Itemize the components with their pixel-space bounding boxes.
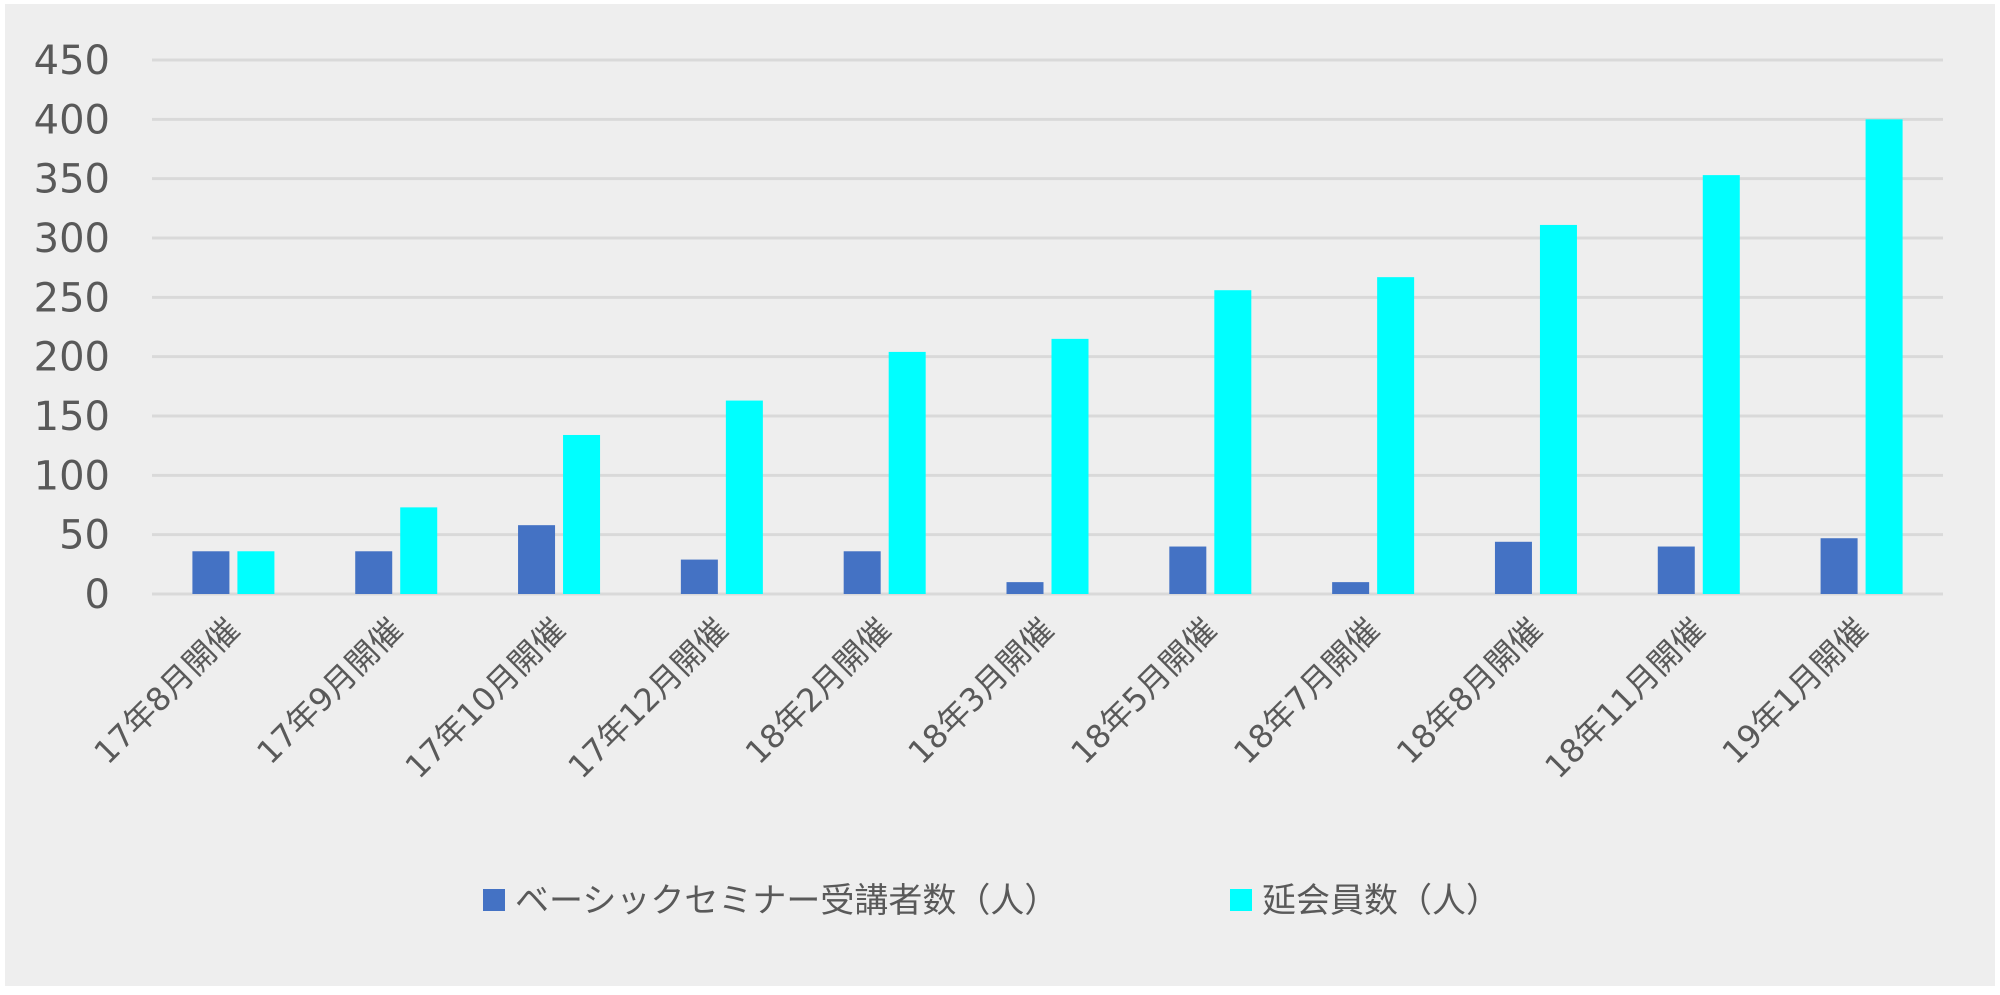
legend-swatch-2 [1230,889,1252,911]
bar-series2-2 [563,434,601,594]
y-tick-label: 250 [34,275,110,321]
x-tick-label: 17年10月開催 [398,611,573,786]
y-tick-label: 100 [34,453,110,499]
bar-series1-9 [1657,546,1695,594]
x-tick-label: 18年5月開催 [1063,611,1224,772]
bar-series1-8 [1494,541,1532,594]
x-tick-label: 18年11月開催 [1537,611,1712,786]
legend-label-1: ベーシックセミナー受講者数（人） [515,881,1058,921]
legend-swatch-1 [483,889,505,911]
legend-label-2: 延会員数（人） [1262,881,1500,921]
bar-series2-8 [1539,224,1577,595]
y-tick-label: 200 [34,335,110,381]
bar-series1-6 [1169,546,1207,594]
y-tick-label: 50 [59,513,110,559]
x-tick-label: 17年8月開催 [86,611,247,772]
bar-series2-7 [1377,277,1415,594]
bar-series1-7 [1332,582,1370,594]
y-tick-label: 300 [34,216,110,262]
x-tick-label: 19年1月開催 [1715,611,1876,772]
bar-series1-10 [1820,538,1858,594]
y-tick-label: 400 [34,97,110,143]
bar-series1-4 [843,551,881,594]
bar-series2-3 [725,400,763,594]
bar-series1-5 [1006,582,1044,594]
bar-series2-10 [1865,119,1903,594]
bar-series1-1 [355,551,393,594]
bar-series2-9 [1702,175,1740,594]
y-axis-tick-labels: 0 50 100 150 200 250 300 350 400 450 [34,38,110,618]
bar-series2-5 [1051,338,1089,594]
x-tick-label: 17年12月開催 [561,611,736,786]
x-tick-label: 18年3月開催 [901,611,1062,772]
bar-series2-1 [400,507,438,594]
y-tick-label: 450 [34,38,110,84]
x-tick-label: 18年2月開催 [738,611,899,772]
x-tick-label: 18年7月開催 [1226,611,1387,772]
x-tick-label: 18年8月開催 [1389,611,1550,772]
bar-series1-0 [192,551,230,594]
legend: ベーシックセミナー受講者数（人） 延会員数（人） [483,881,1500,921]
x-tick-label: 17年9月開催 [249,611,410,772]
bar-series1-3 [680,559,718,594]
bars [192,119,1903,595]
bar-series2-4 [888,351,926,594]
gridlines [152,58,1943,596]
y-tick-label: 150 [34,394,110,440]
bar-series2-0 [237,551,275,594]
bar-series1-2 [518,525,556,594]
y-tick-label: 350 [34,157,110,203]
y-tick-label: 0 [85,572,110,618]
chart-area [5,4,1995,986]
bar-series2-6 [1214,290,1252,594]
